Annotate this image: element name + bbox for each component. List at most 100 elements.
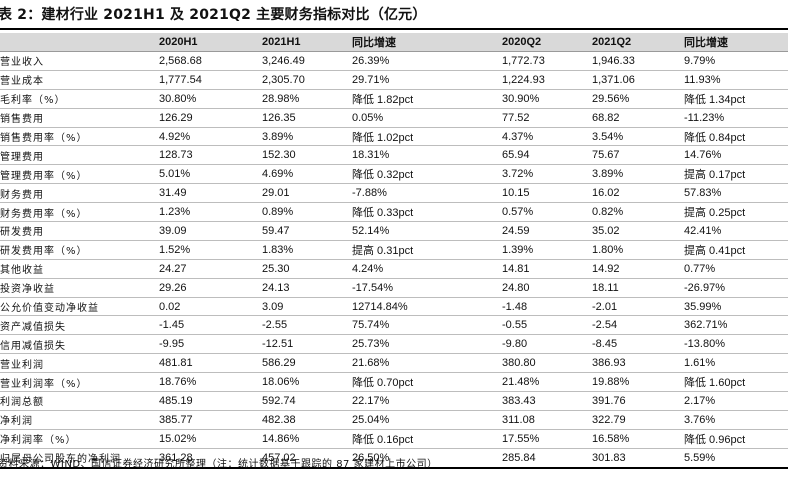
table-cell: -0.55 bbox=[500, 315, 590, 336]
table-cell: 35.99% bbox=[682, 297, 788, 317]
table-cell: 77.52 bbox=[500, 108, 590, 128]
table-cell: 0.82% bbox=[590, 202, 682, 223]
table-cell: 1,777.54 bbox=[157, 70, 260, 90]
table-cell: 128.73 bbox=[157, 145, 260, 166]
table-cell: 25.73% bbox=[350, 334, 500, 355]
table-cell: 1.61% bbox=[682, 353, 788, 374]
table-cell: 1,371.06 bbox=[590, 70, 682, 90]
table-cell: 1.23% bbox=[157, 202, 260, 223]
table-cell: 1.83% bbox=[260, 240, 350, 260]
table-cell: 4.24% bbox=[350, 259, 500, 279]
table-cell: 24.13 bbox=[260, 278, 350, 298]
table-row: 财务费用 31.49 29.01 -7.88% 10.15 16.02 57.83% bbox=[0, 183, 788, 204]
table-cell: 5.59% bbox=[682, 448, 788, 469]
table-cell: 3.89% bbox=[590, 164, 682, 185]
table-cell: 24.59 bbox=[500, 221, 590, 241]
table-cell: 1,946.33 bbox=[590, 51, 682, 71]
table-cell: 386.93 bbox=[590, 353, 682, 374]
table-cell: -2.01 bbox=[590, 297, 682, 317]
table-cell: 14.81 bbox=[500, 259, 590, 279]
table-cell: 152.30 bbox=[260, 145, 350, 166]
financial-table: 2020H1 2021H1 同比增速 2020Q2 2021Q2 同比增速 营业… bbox=[0, 33, 788, 469]
header-row: 2020H1 2021H1 同比增速 2020Q2 2021Q2 同比增速 bbox=[0, 33, 788, 52]
header-cell: 2020H1 bbox=[157, 33, 260, 52]
table-cell: 降低 1.34pct bbox=[682, 89, 788, 109]
table-body: 营业收入 2,568.68 3,246.49 26.39% 1,772.73 1,946.… bbox=[0, 51, 788, 469]
table-cell: 15.02% bbox=[157, 429, 260, 449]
table-row: 利润总额 485.19 592.74 22.17% 383.43 391.76 2.17% bbox=[0, 391, 788, 411]
table-cell: 29.26 bbox=[157, 278, 260, 298]
table-cell: 降低 0.70pct bbox=[350, 372, 500, 393]
table-cell: 降低 1.60pct bbox=[682, 372, 788, 393]
table-cell: 29.01 bbox=[260, 183, 350, 204]
table-row: 营业成本 1,777.54 2,305.70 29.71% 1,224.93 1,371.… bbox=[0, 70, 788, 90]
table-cell: 3,246.49 bbox=[260, 51, 350, 71]
table-cell: 126.35 bbox=[260, 108, 350, 128]
table-cell: 降低 0.96pct bbox=[682, 429, 788, 449]
table-row: 资产减值损失 -1.45 -2.55 75.74% -0.55 -2.54 362.71% bbox=[0, 315, 788, 336]
table-cell: 25.30 bbox=[260, 259, 350, 279]
table-cell: 降低 0.33pct bbox=[350, 202, 500, 223]
header-cell: 2021Q2 bbox=[590, 33, 682, 52]
row-label: 投资净收益 bbox=[0, 278, 157, 298]
table-cell: 311.08 bbox=[500, 410, 590, 430]
table-cell: -8.45 bbox=[590, 334, 682, 355]
table-cell: 2,305.70 bbox=[260, 70, 350, 90]
row-label: 净利润率（%） bbox=[0, 429, 157, 449]
row-label: 财务费用 bbox=[0, 183, 157, 204]
table-cell: 3.72% bbox=[500, 164, 590, 185]
table-cell: 285.84 bbox=[500, 448, 590, 469]
table-cell: 5.01% bbox=[157, 164, 260, 185]
title-rule bbox=[0, 28, 788, 30]
row-label: 销售费用 bbox=[0, 108, 157, 128]
table-cell: 1.52% bbox=[157, 240, 260, 260]
table-cell: 18.11 bbox=[590, 278, 682, 298]
table-cell: 0.05% bbox=[350, 108, 500, 128]
table-cell: 降低 0.32pct bbox=[350, 164, 500, 185]
table-cell: 3.09 bbox=[260, 297, 350, 317]
table-cell: 126.29 bbox=[157, 108, 260, 128]
table-cell: 482.38 bbox=[260, 410, 350, 430]
table-cell: 19.88% bbox=[590, 372, 682, 393]
table-cell: 24.80 bbox=[500, 278, 590, 298]
header-cell: 2021H1 bbox=[260, 33, 350, 52]
row-label: 营业利润率（%） bbox=[0, 372, 157, 393]
table-cell: 16.58% bbox=[590, 429, 682, 449]
table-cell: 592.74 bbox=[260, 391, 350, 411]
table-row: 信用减值损失 -9.95 -12.51 25.73% -9.80 -8.45 -13.80% bbox=[0, 334, 788, 355]
row-label: 管理费用 bbox=[0, 145, 157, 166]
table-cell: 10.15 bbox=[500, 183, 590, 204]
table-cell: 457.02 bbox=[260, 448, 350, 469]
table-cell: 3.54% bbox=[590, 127, 682, 147]
table-cell: 39.09 bbox=[157, 221, 260, 241]
table-cell: 1,224.93 bbox=[500, 70, 590, 90]
table-cell: 30.90% bbox=[500, 89, 590, 109]
header-cell: 同比增速 bbox=[682, 33, 788, 52]
table-cell: 385.77 bbox=[157, 410, 260, 430]
table-cell: 29.71% bbox=[350, 70, 500, 90]
table-cell: 16.02 bbox=[590, 183, 682, 204]
row-label: 营业成本 bbox=[0, 70, 157, 90]
table-title: 表 2：建材行业 2021H1 及 2021Q2 主要财务指标对比（亿元） bbox=[0, 7, 427, 23]
table-cell: 18.31% bbox=[350, 145, 500, 166]
row-label: 毛利率（%） bbox=[0, 89, 157, 109]
table-cell: 586.29 bbox=[260, 353, 350, 374]
table-cell: 14.92 bbox=[590, 259, 682, 279]
table-cell: 降低 0.84pct bbox=[682, 127, 788, 147]
table-cell: 1.80% bbox=[590, 240, 682, 260]
row-label: 管理费用率（%） bbox=[0, 164, 157, 185]
table-cell: 0.57% bbox=[500, 202, 590, 223]
table-cell: 26.39% bbox=[350, 51, 500, 71]
table-cell: -1.45 bbox=[157, 315, 260, 336]
table-row: 其他收益 24.27 25.30 4.24% 14.81 14.92 0.77% bbox=[0, 259, 788, 279]
table-row: 公允价值变动净收益 0.02 3.09 12714.84% -1.48 -2.01 35.9… bbox=[0, 297, 788, 317]
table-cell: -2.54 bbox=[590, 315, 682, 336]
table-cell: 1,772.73 bbox=[500, 51, 590, 71]
header-cell: 2020Q2 bbox=[500, 33, 590, 52]
table-cell: 362.71% bbox=[682, 315, 788, 336]
table-cell: 25.04% bbox=[350, 410, 500, 430]
table-cell: -7.88% bbox=[350, 183, 500, 204]
table-cell: 301.83 bbox=[590, 448, 682, 469]
table-row: 管理费用 128.73 152.30 18.31% 65.94 75.67 14.76% bbox=[0, 145, 788, 166]
table-cell: -12.51 bbox=[260, 334, 350, 355]
